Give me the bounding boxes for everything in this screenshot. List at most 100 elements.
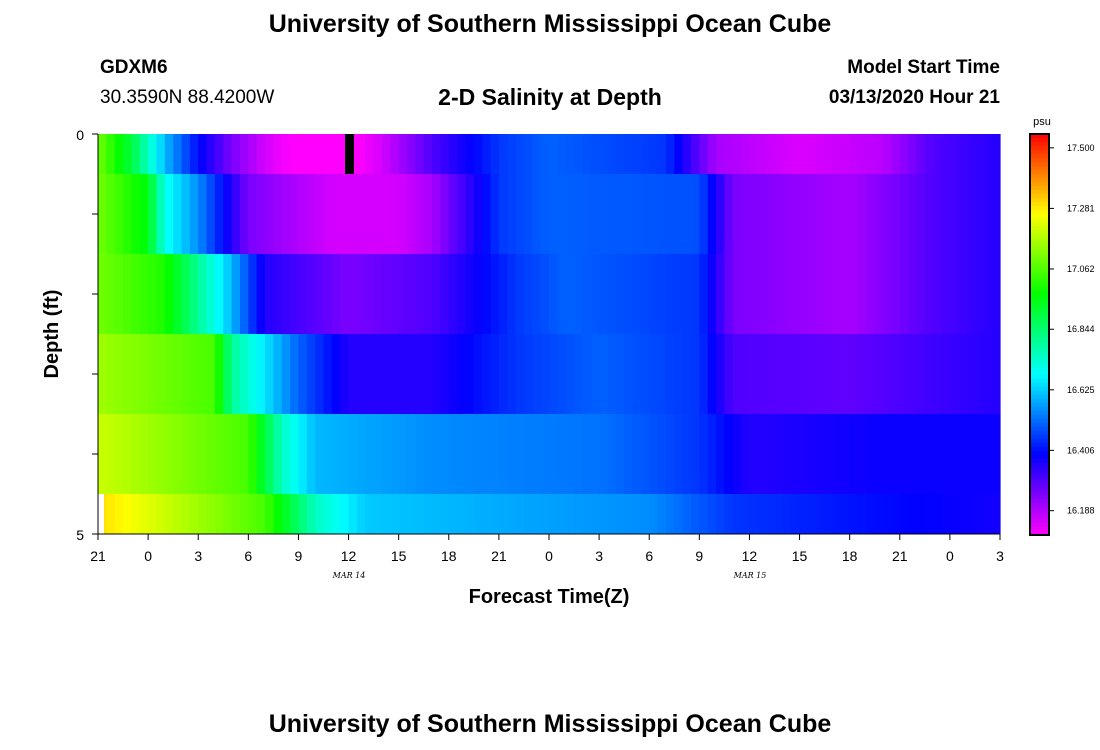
heatmap-cell — [482, 334, 492, 414]
heatmap-cell — [214, 134, 224, 174]
heatmap-cell — [315, 334, 325, 414]
heatmap-cell — [799, 254, 809, 334]
heatmap-cell — [590, 334, 600, 414]
heatmap-cell — [381, 254, 391, 334]
heatmap-cell — [757, 414, 767, 494]
heatmap-cell — [883, 414, 893, 494]
colorbar-swatch — [1030, 266, 1049, 271]
heatmap-cell — [799, 334, 809, 414]
heatmap-cell — [874, 334, 884, 414]
heatmap-cell — [281, 254, 291, 334]
colorbar-swatch — [1030, 270, 1049, 275]
footer-title: University of Southern Mississippi Ocean… — [268, 710, 832, 738]
colorbar-swatch — [1030, 290, 1049, 295]
heatmap-cell — [774, 174, 784, 254]
heatmap-cell — [607, 414, 617, 494]
colorbar-swatch — [1030, 418, 1049, 424]
colorbar-swatch — [1030, 326, 1049, 332]
heatmap-cell — [181, 414, 191, 494]
heatmap-cell — [490, 134, 500, 174]
heatmap-cell — [131, 254, 141, 334]
heatmap-cell — [532, 414, 542, 494]
heatmap-cell — [816, 254, 826, 334]
heatmap-cell — [649, 174, 659, 254]
heatmap-cell — [231, 414, 241, 494]
heatmap-cell — [365, 174, 375, 254]
heatmap-cell — [540, 134, 550, 174]
colorbar-swatch — [1030, 178, 1049, 183]
heatmap-cell — [824, 254, 834, 334]
colorbar-swatch — [1030, 282, 1049, 287]
heatmap-cell — [615, 414, 625, 494]
heatmap-cell — [306, 254, 316, 334]
heatmap-cell — [407, 494, 416, 534]
colorbar-swatch — [1030, 142, 1049, 147]
heatmap-cell — [574, 254, 584, 334]
colorbar-swatch — [1030, 318, 1049, 324]
heatmap-cell — [273, 494, 283, 534]
heatmap-cell — [782, 254, 792, 334]
colorbar-unit: psu — [1033, 116, 1051, 128]
colorbar-swatch — [1030, 498, 1049, 504]
heatmap-cell — [448, 174, 458, 254]
colorbar-swatch — [1030, 530, 1049, 536]
heatmap-cell — [749, 174, 759, 254]
colorbar-swatch — [1030, 214, 1049, 219]
heatmap-cell — [858, 134, 867, 174]
heatmap-cell — [432, 414, 442, 494]
heatmap-cell — [106, 134, 116, 174]
heatmap-cell — [381, 414, 391, 494]
heatmap-cell — [874, 254, 884, 334]
heatmap-cell — [331, 334, 341, 414]
heatmap-cell — [615, 334, 625, 414]
heatmap-cell — [916, 334, 926, 414]
heatmap-cell — [331, 174, 341, 254]
heatmap-cell — [949, 254, 959, 334]
heatmap-cell — [640, 414, 650, 494]
heatmap-cell — [716, 414, 725, 494]
heatmap-cell — [198, 494, 208, 534]
heatmap-cell — [908, 494, 918, 534]
colorbar-label: 17.062 — [1067, 264, 1095, 274]
heatmap-cell — [941, 334, 951, 414]
heatmap-cell — [565, 174, 575, 254]
colorbar-swatch — [1030, 258, 1049, 263]
heatmap-cell — [423, 134, 433, 174]
heatmap-cell — [791, 254, 801, 334]
heatmap-cell — [331, 134, 341, 174]
heatmap-cell — [899, 334, 909, 414]
heatmap-cell — [498, 334, 508, 414]
heatmap-cell — [498, 254, 508, 334]
colorbar-swatch — [1030, 398, 1049, 404]
heatmap-cell — [114, 334, 124, 414]
heatmap-cell — [690, 334, 700, 414]
heatmap-cell — [415, 414, 425, 494]
heatmap-cell — [941, 134, 951, 174]
x-tick-label: 21 — [491, 548, 507, 564]
colorbar-swatch — [1030, 410, 1049, 416]
colorbar-swatch — [1030, 170, 1049, 175]
heatmap-cell — [256, 334, 266, 414]
colorbar-swatch — [1030, 334, 1049, 340]
heatmap-cell — [791, 134, 801, 174]
heatmap-cell — [206, 414, 216, 494]
heatmap-cell — [841, 414, 851, 494]
page-title: University of Southern Mississippi Ocean… — [268, 10, 832, 38]
heatmap-cell — [924, 494, 934, 534]
heatmap-cell — [707, 134, 717, 174]
y-tick-label: 0 — [76, 127, 84, 143]
heatmap-cell — [365, 134, 375, 174]
heatmap-cell — [448, 414, 458, 494]
colorbar-swatch — [1030, 386, 1049, 392]
heatmap-cell — [690, 174, 700, 254]
heatmap-cell — [173, 414, 183, 494]
heatmap-cell — [883, 134, 893, 174]
colorbar-swatch — [1030, 450, 1049, 456]
heatmap-cell — [958, 494, 968, 534]
heatmap-cell — [841, 334, 851, 414]
heatmap-cell — [390, 174, 400, 254]
heatmap-cell — [640, 334, 650, 414]
heatmap-cell — [557, 174, 567, 254]
heatmap-cell — [423, 254, 433, 334]
colorbar-label: 16.188 — [1067, 506, 1095, 516]
